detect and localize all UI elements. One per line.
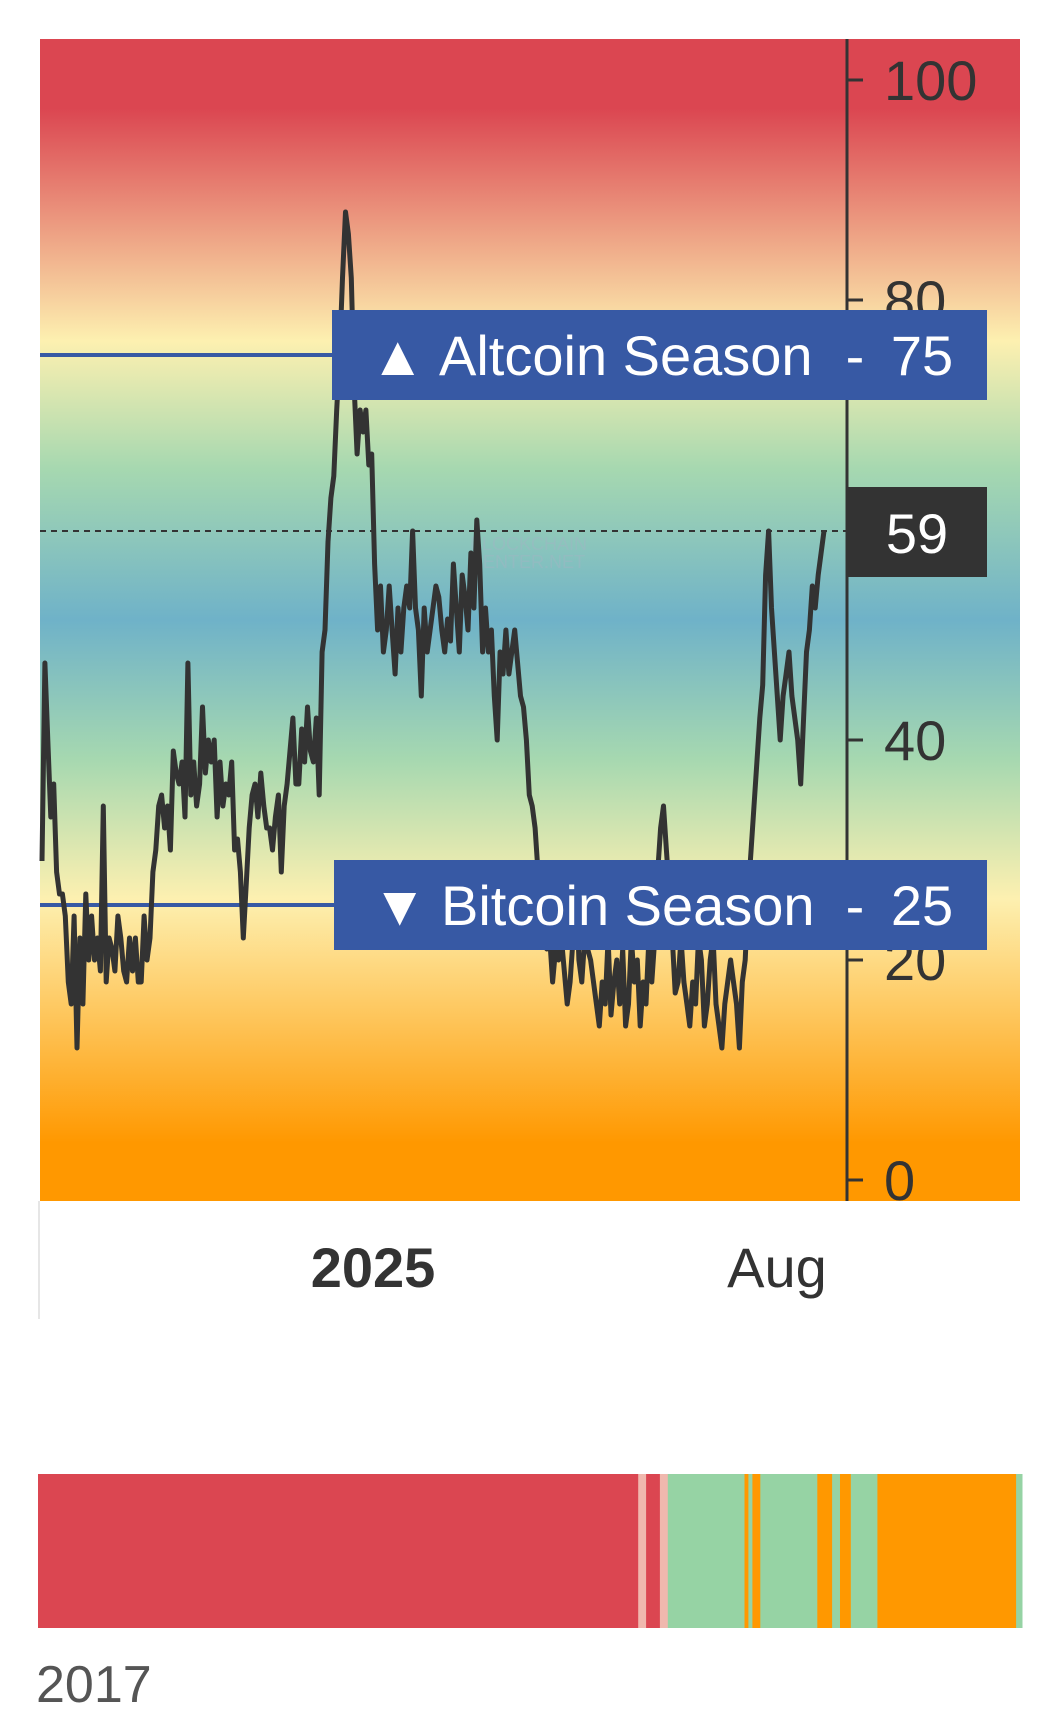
y-tick-label: 40 xyxy=(884,709,946,772)
timeline-segment xyxy=(744,1474,749,1628)
current-value-box: 59 xyxy=(847,487,987,577)
threshold-name: Altcoin Season xyxy=(439,324,813,387)
timeline-segment xyxy=(748,1474,753,1628)
timeline-segment xyxy=(1016,1474,1023,1628)
current-value-text: 59 xyxy=(886,502,948,565)
threshold-separator: - xyxy=(846,874,865,937)
timeline-segment xyxy=(659,1474,669,1628)
timeline-segment xyxy=(832,1474,841,1628)
timeline-segment xyxy=(646,1474,661,1628)
x-axis-labels: 2025 Aug xyxy=(311,1236,827,1299)
threshold-marker: ▲ xyxy=(370,324,425,387)
threshold-labels: ▲ Altcoin Season -75▼ Bitcoin Season -25 xyxy=(332,310,987,950)
threshold-label-box xyxy=(334,860,987,950)
current-value-badge xyxy=(847,487,987,577)
timeline-year-label: 2017 xyxy=(36,1656,152,1714)
series-line xyxy=(39,209,827,1051)
y-tick-label: 100 xyxy=(884,49,977,112)
timeline-segment xyxy=(850,1474,878,1628)
threshold-name: Bitcoin Season xyxy=(441,874,815,937)
x-axis-area xyxy=(38,1201,1022,1319)
plot-background xyxy=(40,39,1020,1201)
timeline-segment xyxy=(752,1474,761,1628)
threshold-label-altcoin: ▲ Altcoin Season -75 xyxy=(332,310,987,400)
x-tick-aug: Aug xyxy=(727,1236,827,1299)
series-layer xyxy=(39,209,827,1051)
timeline-segment xyxy=(840,1474,852,1628)
threshold-value: 25 xyxy=(891,874,953,937)
x-tick-2025: 2025 xyxy=(311,1236,436,1299)
timeline-segment xyxy=(877,1474,1017,1628)
threshold-marker: ▼ xyxy=(372,874,427,937)
watermark: BLOCKCHAIN CENTER.NET xyxy=(470,534,587,572)
threshold-separator: - xyxy=(846,324,865,387)
watermark-line-1: BLOCKCHAIN xyxy=(470,534,587,554)
timeline-segment xyxy=(817,1474,833,1628)
threshold-value: 75 xyxy=(891,324,953,387)
timeline-segment xyxy=(760,1474,818,1628)
season-timeline xyxy=(38,1474,1023,1628)
timeline-segment xyxy=(638,1474,647,1628)
timeline-segment xyxy=(38,1474,639,1628)
watermark-line-2: CENTER.NET xyxy=(470,552,585,572)
threshold-label-bitcoin: ▼ Bitcoin Season -25 xyxy=(334,860,987,950)
timeline-segment xyxy=(667,1474,746,1628)
threshold-label-box xyxy=(332,310,987,400)
